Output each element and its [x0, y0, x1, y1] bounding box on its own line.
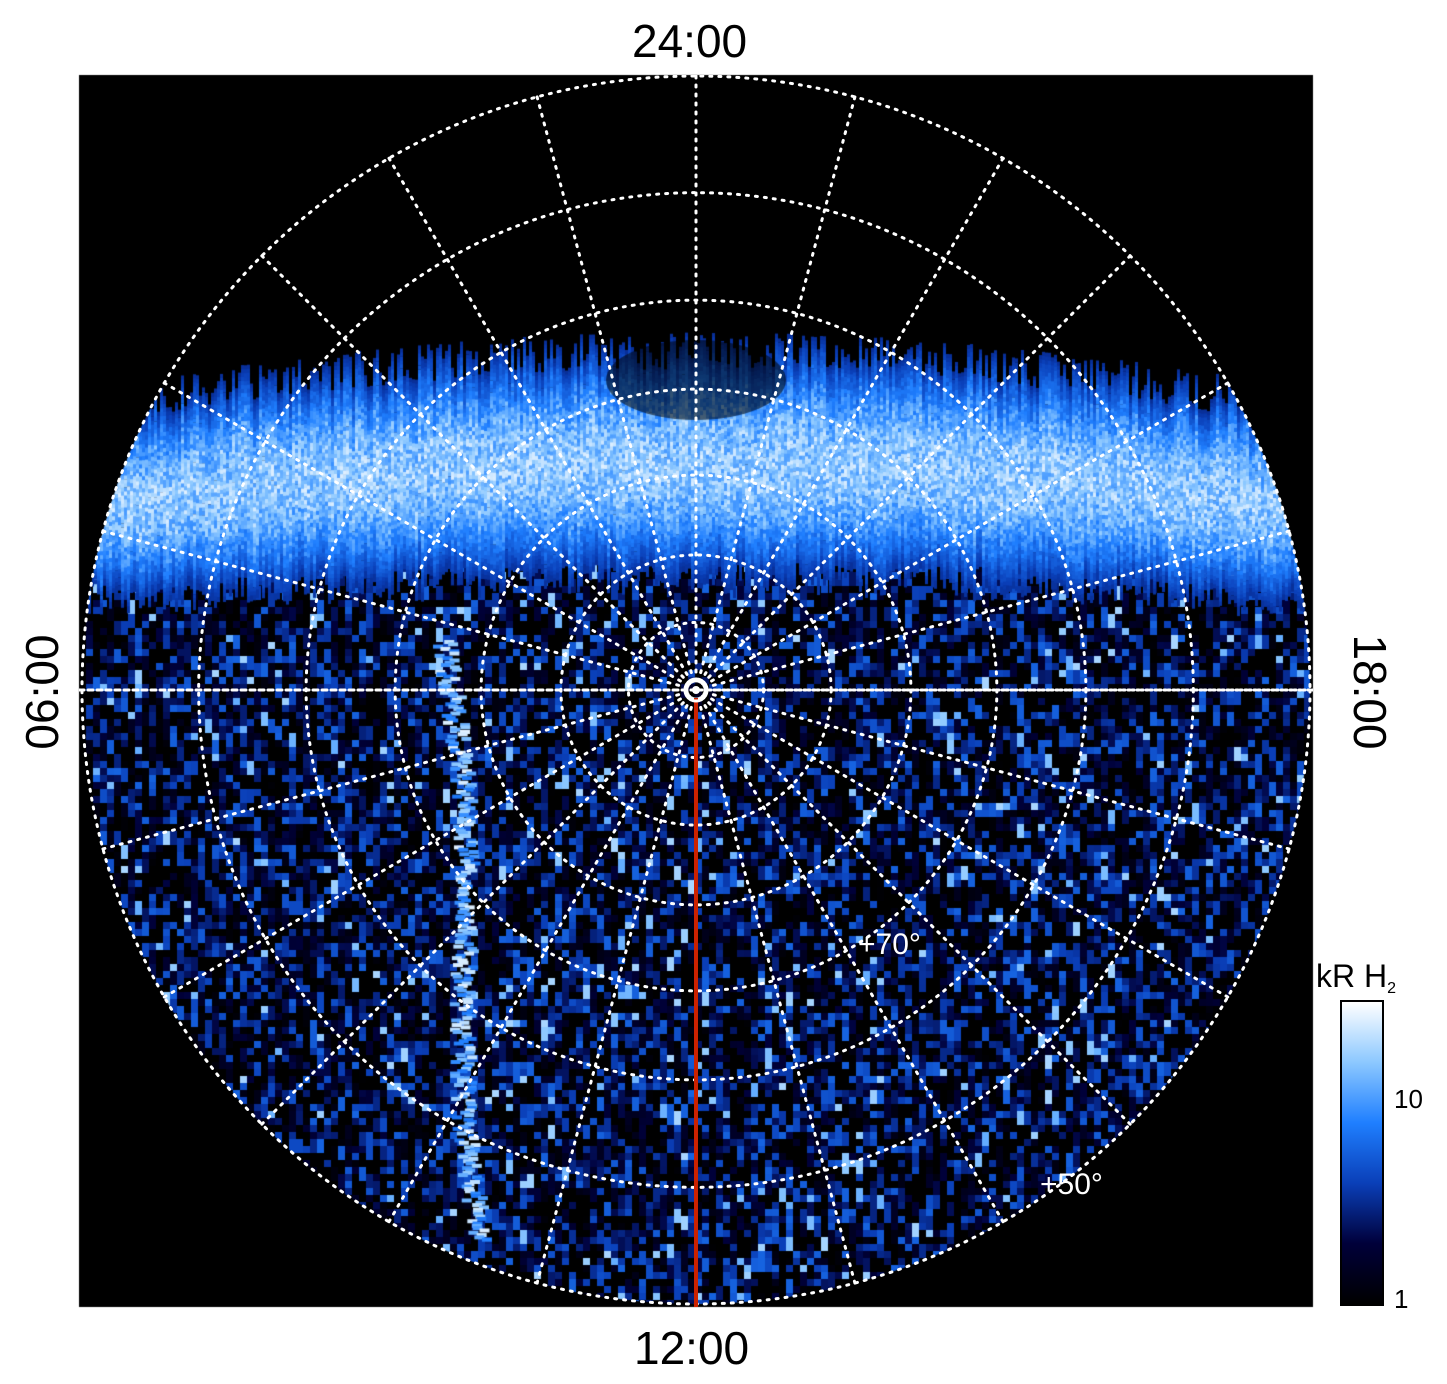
meridian-19 [101, 529, 698, 692]
meridian-15 [260, 688, 698, 1126]
meridian-8 [694, 688, 1230, 999]
colorbar-tick-1: 1 [1394, 1284, 1409, 1314]
colorbar [1340, 1000, 1384, 1306]
meridian-1 [694, 95, 857, 692]
latitude-label-70: +70° [858, 928, 921, 961]
grid-lines [79, 75, 1313, 1307]
meridian-16 [162, 688, 698, 999]
meridian-20 [162, 381, 698, 692]
pole-marker-dot [692, 686, 700, 694]
colorbar-tick-10: 10 [1394, 1084, 1423, 1114]
local-time-label-dawn: 06:00 [16, 634, 68, 750]
meridian-9 [694, 688, 1132, 1126]
local-time-label-dusk: 18:00 [1344, 634, 1396, 750]
meridian-22 [387, 156, 698, 692]
local-time-label-midnight: 24:00 [632, 15, 748, 67]
latitude-label-50: +50° [1040, 1168, 1103, 1201]
meridian-2 [694, 156, 1005, 692]
meridian-17 [101, 688, 698, 851]
meridian-11 [694, 688, 857, 1285]
local-time-label-noon: 12:00 [634, 1322, 750, 1374]
colorbar-title: kR H2 [1316, 958, 1397, 997]
meridian-7 [694, 688, 1291, 851]
meridian-14 [387, 688, 698, 1224]
meridian-23 [535, 95, 698, 692]
meridian-3 [694, 254, 1132, 692]
meridian-13 [535, 688, 698, 1285]
meridian-4 [694, 381, 1230, 692]
meridian-21 [260, 254, 698, 692]
meridian-10 [694, 688, 1005, 1224]
meridian-5 [694, 529, 1291, 692]
pole-marker-icon [683, 677, 709, 703]
